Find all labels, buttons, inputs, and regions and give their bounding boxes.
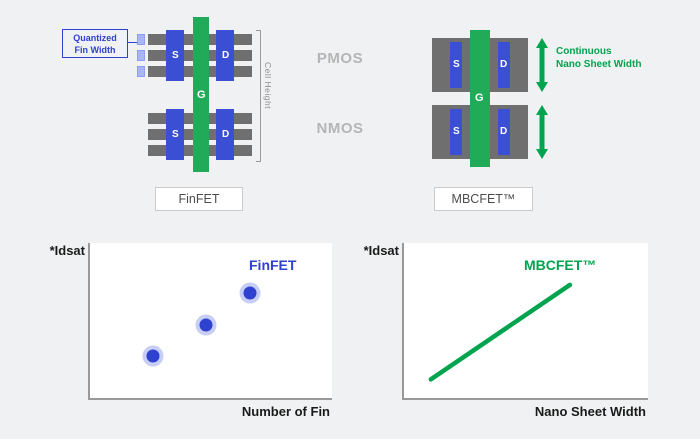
- drain-bar: [216, 30, 234, 81]
- gate-label: G: [475, 92, 484, 104]
- drain-label: D: [500, 126, 508, 137]
- gate-bar: [193, 17, 209, 172]
- mbcfet-plot: MBCFET™: [402, 243, 648, 400]
- nmos-label: NMOS: [316, 120, 364, 137]
- finfet-data-point: [199, 318, 213, 332]
- source-label: S: [172, 50, 179, 61]
- source-label: S: [172, 129, 179, 140]
- source-bar: [166, 109, 184, 160]
- gate-label: G: [197, 89, 206, 101]
- mbcfet-trend-line: [428, 282, 573, 382]
- source-bar: [450, 42, 462, 88]
- source-bar: [450, 109, 462, 155]
- nano-sheet-width-arrow-icon: [536, 38, 548, 92]
- mbcfet-series-label: MBCFET™: [524, 257, 597, 273]
- pmos-label: PMOS: [316, 50, 364, 67]
- nano-sheet-width-arrow-icon: [536, 105, 548, 159]
- drain-bar: [498, 109, 510, 155]
- drain-label: D: [500, 59, 508, 70]
- callout-text-line2: Fin Width: [74, 45, 116, 55]
- finfet-chart-xlabel: Number of Fin: [241, 404, 330, 419]
- cell-height-bracket: [256, 30, 261, 162]
- drain-bar: [498, 42, 510, 88]
- callout-text-line2: Nano Sheet Width: [556, 59, 642, 70]
- fin-width-square: [137, 66, 145, 77]
- finfet-series-label: FinFET: [249, 257, 297, 273]
- mbcfet-chart-ylabel: *Idsat: [363, 243, 399, 258]
- mbcfet-caption: MBCFET™: [434, 187, 533, 211]
- fin-width-square: [137, 34, 145, 45]
- finfet-plot: FinFET: [88, 243, 332, 400]
- fin-width-square: [137, 50, 145, 61]
- finfet-chart-ylabel: *Idsat: [49, 243, 85, 258]
- callout-text-line1: Quantized: [73, 33, 117, 43]
- source-bar: [166, 30, 184, 81]
- mbcfet-chart-xlabel: Nano Sheet Width: [534, 404, 646, 419]
- finfet-data-point: [243, 286, 257, 300]
- mbcfet-trend-svg: [428, 282, 573, 382]
- drain-label: D: [222, 129, 230, 140]
- drain-bar: [216, 109, 234, 160]
- quantized-fin-width-callout: Quantized Fin Width: [62, 29, 128, 58]
- gate-bar: [470, 30, 490, 167]
- finfet-data-point: [146, 349, 160, 363]
- callout-connector-line: [128, 42, 137, 43]
- cell-height-label: Cell Height: [263, 62, 273, 110]
- source-label: S: [453, 126, 460, 137]
- finfet-caption: FinFET: [155, 187, 243, 211]
- drain-label: D: [222, 50, 230, 61]
- callout-text-line1: Continuous: [556, 46, 612, 57]
- source-label: S: [453, 59, 460, 70]
- continuous-nano-sheet-width-callout: Continuous Nano Sheet Width: [556, 45, 641, 71]
